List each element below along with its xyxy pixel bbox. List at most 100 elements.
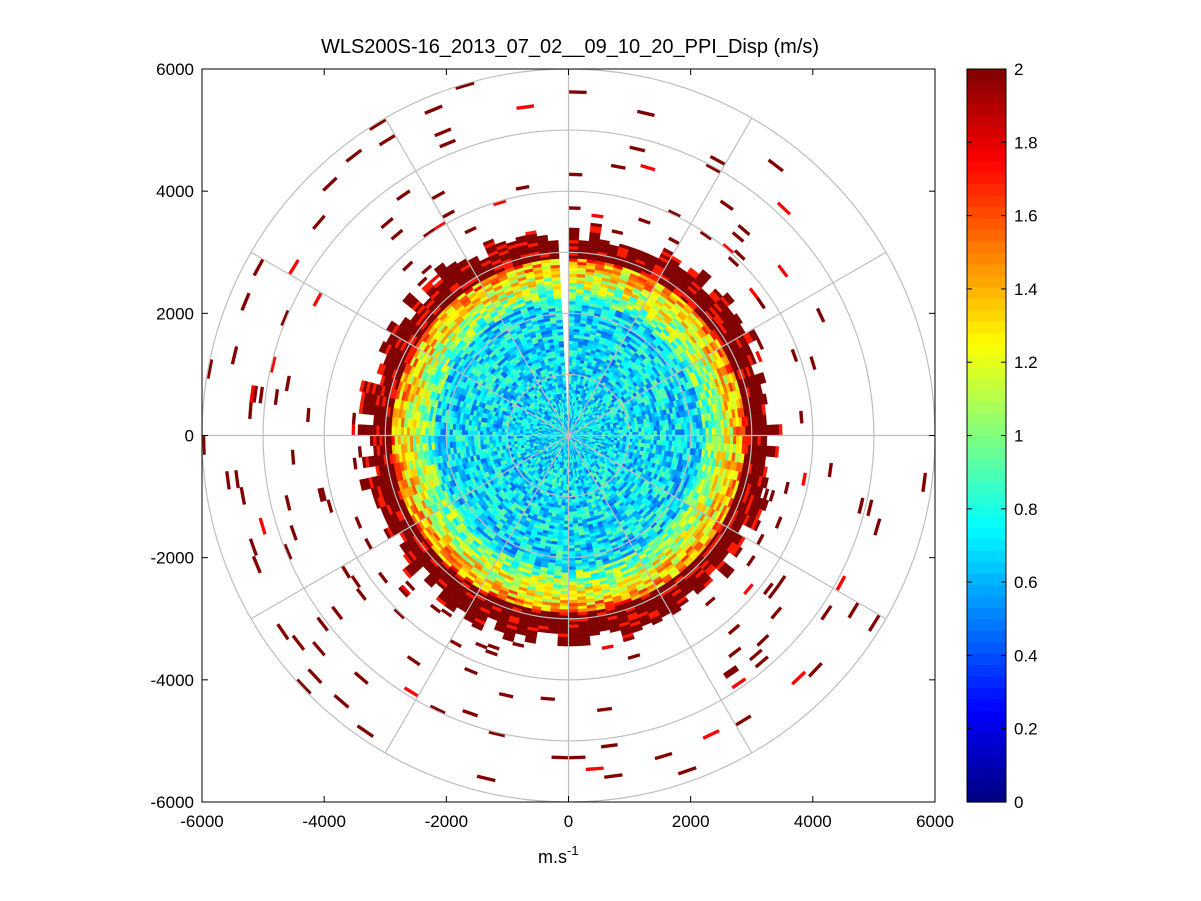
data-cell (622, 426, 627, 430)
data-cell (656, 439, 661, 446)
data-cell (573, 535, 580, 540)
data-cell (570, 468, 573, 473)
data-cell (568, 227, 580, 232)
data-cell (720, 435, 725, 444)
data-cell (563, 523, 569, 528)
data-cell (568, 578, 577, 583)
data-cell (562, 486, 566, 491)
data-cell (638, 427, 642, 432)
data-cell (558, 612, 569, 616)
data-cell (638, 439, 642, 444)
data-cell (571, 502, 576, 506)
data-cell (562, 545, 569, 549)
data-cell (671, 424, 676, 431)
data-cell (568, 523, 574, 528)
data-cell (573, 331, 580, 336)
data-cell (572, 343, 579, 348)
data-cell (737, 224, 751, 237)
data-cell (681, 429, 685, 436)
data-cell (557, 535, 564, 540)
data-cell (745, 425, 749, 436)
data-cell (568, 584, 577, 589)
data-cell (575, 498, 580, 503)
data-cell (578, 240, 590, 245)
data-cell (733, 249, 746, 261)
data-cell (631, 424, 636, 429)
data-cell (561, 499, 566, 503)
data-cell (613, 430, 618, 434)
data-cell (650, 439, 655, 445)
data-cell (568, 337, 574, 342)
data-cell (568, 600, 578, 604)
data-cell (564, 514, 569, 519)
data-cell (560, 590, 569, 595)
data-cell (662, 425, 667, 431)
data-cell (568, 633, 580, 638)
data-cell (711, 435, 716, 444)
data-cell (610, 428, 615, 432)
data-cell (561, 566, 569, 571)
data-cell (668, 424, 673, 431)
data-cell (705, 435, 710, 444)
data-cell (547, 629, 559, 634)
data-cell (573, 480, 577, 485)
data-cell (644, 427, 648, 432)
data-cell (739, 435, 743, 445)
data-cell (717, 427, 722, 436)
data-cell (568, 575, 577, 580)
data-cell (760, 435, 765, 446)
data-cell (776, 201, 792, 216)
data-cell (754, 435, 759, 446)
data-cell (571, 368, 576, 372)
data-cell (568, 206, 581, 210)
plot-area: -6000 -4000 -2000 0 2000 4000 6000600040002000… (151, 60, 954, 831)
data-cell (573, 337, 579, 342)
data-cell (616, 427, 621, 431)
data-cell (644, 439, 648, 444)
data-cell (726, 426, 731, 436)
data-cell (702, 435, 707, 443)
data-cell (665, 430, 670, 436)
data-cell (717, 435, 722, 444)
data-cell (564, 511, 569, 516)
data-cell (647, 435, 652, 440)
data-cell (705, 427, 710, 436)
data-cell (557, 498, 562, 503)
data-cell (644, 435, 649, 440)
data-cell (736, 426, 740, 436)
data-cell (560, 508, 565, 512)
data-cell (723, 427, 728, 436)
data-cell (610, 430, 615, 434)
data-cell (561, 560, 569, 564)
data-cell (568, 352, 573, 357)
data-cell (601, 431, 606, 434)
data-cell (568, 264, 578, 268)
data-cell (557, 642, 569, 647)
data-cell (574, 550, 582, 555)
data-cell (757, 425, 762, 436)
data-cells (202, 81, 928, 783)
data-cell (573, 538, 580, 543)
data-cell (653, 430, 658, 436)
data-cell (568, 590, 577, 595)
data-cell (729, 426, 734, 436)
data-cell (656, 435, 661, 441)
data-cell (668, 440, 673, 447)
data-cell (568, 239, 579, 244)
data-cell (562, 483, 567, 488)
data-cell (668, 429, 673, 436)
data-cell (672, 429, 676, 436)
data-cell (568, 343, 574, 348)
data-cell (772, 424, 777, 436)
data-cell (623, 429, 627, 433)
data-cell (568, 566, 576, 571)
data-cell (572, 362, 577, 366)
data-cell (729, 435, 734, 445)
data-cell (671, 440, 676, 447)
data-cell (568, 612, 579, 616)
data-cell (631, 442, 636, 447)
data-cell (570, 383, 575, 388)
data-cell (568, 230, 580, 235)
data-cell (551, 755, 569, 760)
